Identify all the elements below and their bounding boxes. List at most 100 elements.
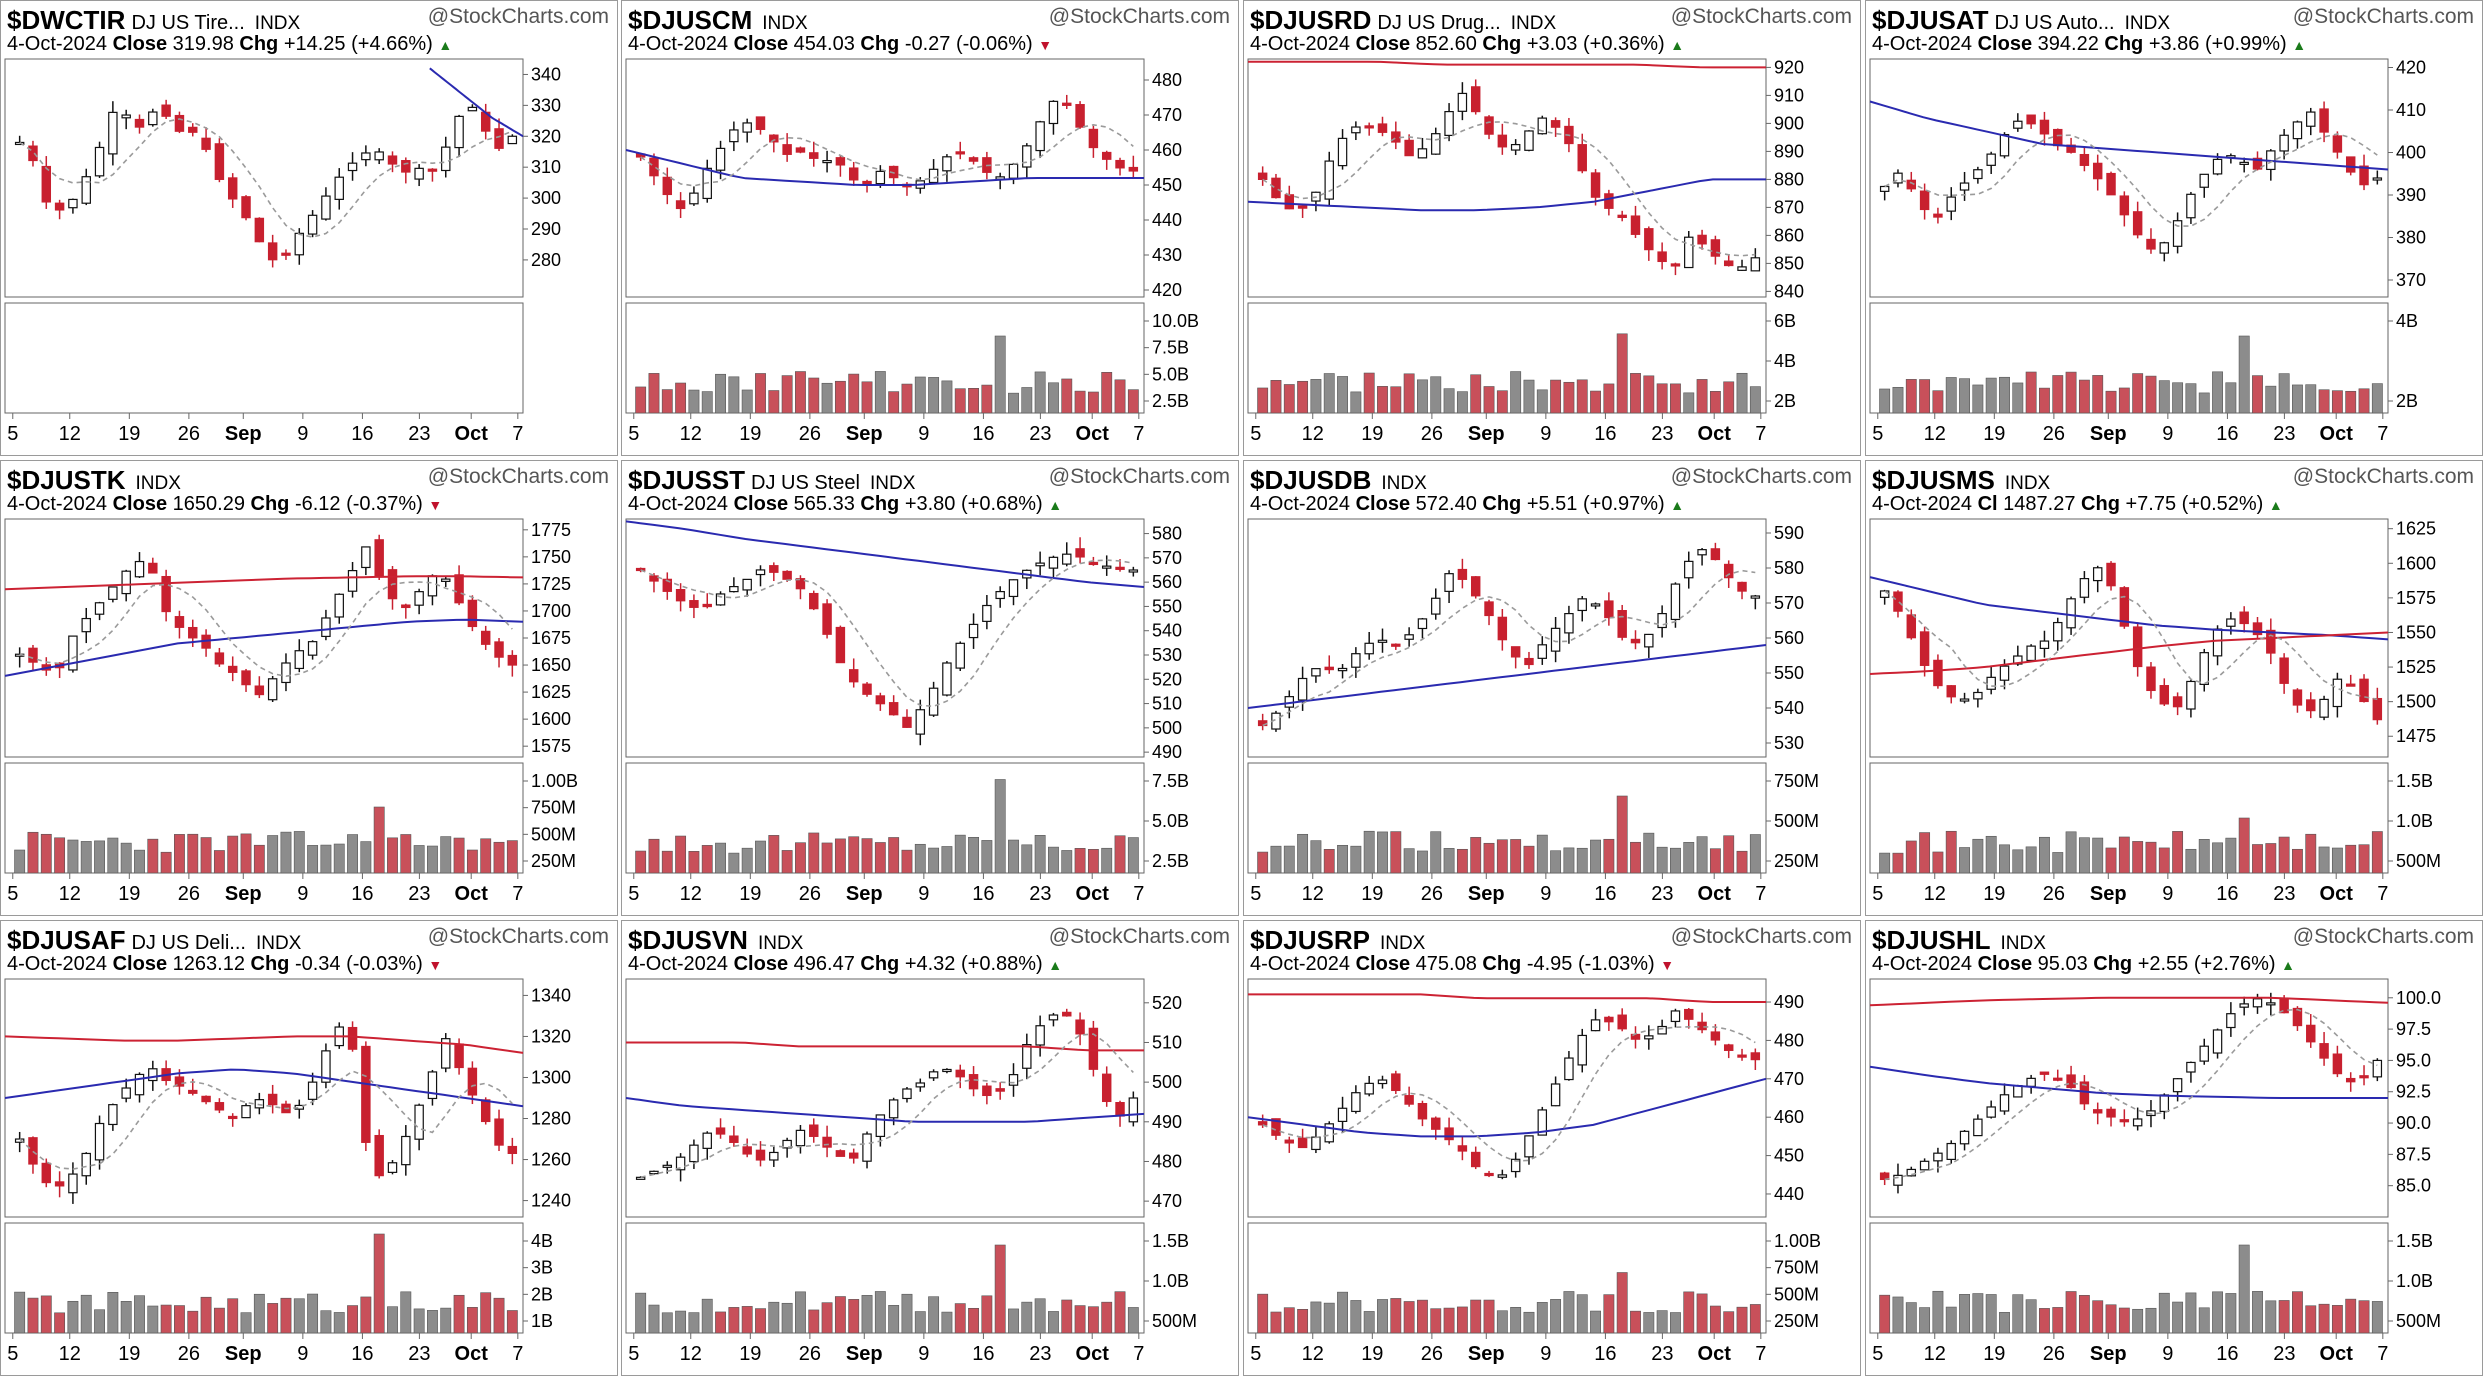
price-chart[interactable]: 1340 1320 1300 1280 1260 1240 4B 3B 2B 1B 5 12 19 26 S…: [1, 921, 618, 1376]
candle-body: [2279, 134, 2289, 152]
candle-body: [662, 578, 673, 592]
x-tick-label: 7: [1755, 883, 1766, 905]
volume-bar: [808, 377, 820, 414]
down-arrow-icon: ▼: [1660, 957, 1675, 973]
chart-panel-djushl[interactable]: $DJUSHL INDX @StockCharts.com 4-Oct-2024 Cl…: [1865, 920, 2483, 1376]
volume-bar: [1470, 837, 1482, 874]
volume-bar: [2305, 1305, 2317, 1334]
candle-body: [1510, 646, 1521, 658]
candle-body: [1364, 1082, 1374, 1095]
candle-body: [1324, 160, 1334, 200]
volume-bar: [874, 371, 886, 414]
watermark: @StockCharts.com: [427, 5, 609, 28]
price-chart[interactable]: 340 330 320 310 300 290 280 5 12 19 26 Sep 9 16 23 Oct 7: [1, 1, 618, 456]
price-chart[interactable]: 580 570 560 550 540 530 520 510 500 490 7.5B 5.0B 2.…: [622, 461, 1239, 916]
candle-body: [68, 198, 78, 209]
quote-line: 4-Oct-2024 Close 1650.29 Chg -6.12 (-0.3…: [7, 493, 442, 516]
volume-tick-label: 1.0B: [1152, 1271, 1189, 1291]
y-tick-label: 300: [531, 188, 561, 208]
price-chart[interactable]: 490 480 470 460 450 440 1.00B 750M 500M 250M 5 12 19…: [1244, 921, 1861, 1376]
candle-body: [662, 1164, 673, 1168]
volume-bar: [1603, 838, 1615, 874]
y-tick-label: 320: [531, 126, 561, 146]
watermark: @StockCharts.com: [1670, 5, 1852, 28]
up-arrow-icon: ▲: [2268, 497, 2283, 513]
volume-bar: [1496, 839, 1508, 874]
volume-bar: [2331, 390, 2343, 414]
chart-header: $DJUSMS INDX: [1872, 465, 2476, 521]
exchange-label: INDX: [1381, 473, 1427, 494]
chart-panel-djusvn[interactable]: $DJUSVN INDX @StockCharts.com 4-Oct-2024 Cl…: [621, 920, 1239, 1376]
volume-bar: [80, 841, 92, 874]
candle-body: [2199, 1045, 2209, 1062]
y-tick-label: 460: [1774, 1107, 1804, 1127]
chart-panel-djusst[interactable]: $DJUSST DJ US Steel INDX @StockCharts.com 4-…: [621, 460, 1239, 916]
price-chart[interactable]: 100.0 97.5 95.0 92.5 90.0 87.5 85.0 1.5B 1.0B 500…: [1866, 921, 2483, 1376]
volume-bar: [2358, 388, 2370, 414]
volume-bar: [1696, 1293, 1708, 1334]
chart-panel-djuscm[interactable]: $DJUSCM INDX @StockCharts.com 4-Oct-2024 Cl…: [621, 0, 1239, 456]
candle-body: [928, 168, 939, 184]
index-name: DJ US Drug...: [1377, 12, 1501, 34]
y-tick-label: 1525: [2396, 657, 2436, 677]
candle-body: [2345, 683, 2356, 687]
price-chart[interactable]: 480 470 460 450 440 430 420 10.0B 7.5B 5.0B 2.5B 5 1…: [622, 1, 1239, 456]
candle-body: [1879, 1172, 1890, 1181]
up-arrow-icon: ▲: [1048, 957, 1063, 973]
chg-value: -0.34 (-0.03%): [294, 953, 429, 975]
chart-panel-djusaf[interactable]: $DJUSAF DJ US Deli... INDX @StockCharts.com…: [0, 920, 618, 1376]
volume-bar: [1377, 1299, 1388, 1334]
chart-panel-djusdb[interactable]: $DJUSDB INDX @StockCharts.com 4-Oct-2024 Cl…: [1243, 460, 1861, 916]
chart-panel-dwctir[interactable]: $DWCTIR DJ US Tire... INDX @StockCharts.com…: [0, 0, 618, 456]
candle-body: [1484, 601, 1494, 617]
candle-body: [361, 546, 371, 569]
x-tick-label: 5: [1872, 883, 1883, 905]
chart-panel-djusms[interactable]: $DJUSMS INDX @StockCharts.com 4-Oct-2024 Cl…: [1865, 460, 2483, 916]
volume-tick-label: 1.5B: [2396, 1231, 2433, 1251]
volume-bar: [2345, 1298, 2357, 1334]
volume-bar: [1074, 848, 1086, 874]
volume-bar: [1430, 376, 1442, 414]
volume-bar: [213, 850, 225, 874]
chart-panel-djusrd[interactable]: $DJUSRD DJ US Drug... INDX @StockCharts.com…: [1243, 0, 1861, 456]
chart-panel-djusrp[interactable]: $DJUSRP INDX @StockCharts.com 4-Oct-2024 Cl…: [1243, 920, 1861, 1376]
candle-body: [1297, 1137, 1308, 1149]
volume-bar: [981, 384, 993, 414]
candle-body: [1657, 251, 1667, 263]
candle-body: [1537, 117, 1548, 135]
candle-body: [1417, 618, 1428, 630]
chart-panel-djustk[interactable]: $DJUSTK INDX @StockCharts.com 4-Oct-2024 Cl…: [0, 460, 618, 916]
chart-panel-djusat[interactable]: $DJUSAT DJ US Auto... INDX @StockCharts.com…: [1865, 0, 2483, 456]
volume-bar: [1403, 848, 1415, 874]
price-chart[interactable]: 1775175017251700167516501625160015751.00…: [1, 461, 618, 916]
x-tick-label: 26: [1421, 423, 1443, 445]
price-chart[interactable]: 520 510 500 490 480 470 1.5B 1.0B 500M 5 12 19 26 Sep…: [622, 921, 1239, 1376]
candle-body: [94, 1122, 105, 1161]
volume-bar: [795, 371, 806, 414]
volume-bar: [635, 386, 647, 414]
volume-bar: [1337, 844, 1348, 874]
candle-body: [1431, 1117, 1441, 1130]
price-chart[interactable]: 920 910 900 890 880 870 860 850 840 6B 4B 2B 5 12 19 26…: [1244, 1, 1861, 456]
price-chart[interactable]: 590 580 570 560 550 540 530 750M 500M 250M 5 12 19 26…: [1244, 461, 1861, 916]
candle-body: [1497, 1174, 1508, 1178]
moving-average-gray: [1884, 1008, 2378, 1181]
candle-body: [2319, 1043, 2329, 1059]
candle-body: [2186, 1061, 2196, 1073]
volume-bar: [2198, 1307, 2210, 1334]
volume-tick-label: 1B: [531, 1311, 553, 1331]
candle-body: [982, 604, 992, 622]
candle-body: [649, 157, 659, 177]
candle-body: [1337, 667, 1348, 672]
candle-body: [401, 604, 411, 609]
candle-body: [2132, 211, 2143, 236]
moving-average-red: [626, 1041, 1144, 1052]
volume-bar: [1257, 1293, 1269, 1334]
volume-bar: [280, 831, 292, 874]
candle-body: [148, 562, 158, 574]
x-tick-label: Sep: [846, 883, 883, 905]
volume-bar: [2012, 382, 2024, 414]
price-chart[interactable]: 1625 1600 1575 1550 1525 1500 1475 1.5B 1.0B 500M…: [1866, 461, 2483, 916]
volume-bar: [1310, 379, 1322, 414]
price-chart[interactable]: 420 410 400 390 380 370 4B 2B 5 12 19 26 Sep 9 16 23 Oct…: [1866, 1, 2483, 456]
